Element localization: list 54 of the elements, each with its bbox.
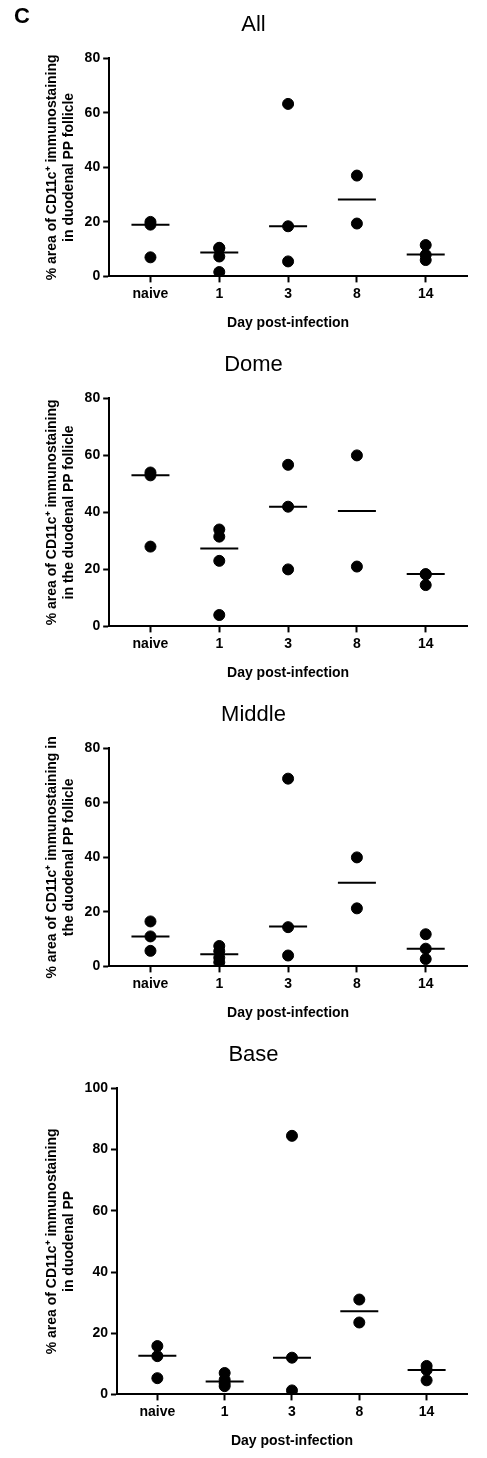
- y-tick-label: 20: [92, 1324, 109, 1341]
- x-tick-label: 3: [284, 974, 293, 991]
- chart-title: Middle: [221, 701, 286, 727]
- text: C: [14, 3, 30, 29]
- y-tick-label: 20: [84, 902, 101, 919]
- y-tick-label: 80: [84, 739, 101, 756]
- y-tick-label: 60: [92, 1201, 109, 1218]
- y-tick-label: 80: [84, 389, 101, 406]
- y-tick-label: 40: [92, 1262, 109, 1279]
- chart-title: Dome: [224, 351, 283, 377]
- y-tick-label: 100: [84, 1079, 109, 1096]
- y-axis-title: % area of CD11c⁺ immunostaining in the duodenal PP follicle: [43, 736, 77, 979]
- x-axis-title: Day post-infection: [227, 1004, 350, 1021]
- x-tick-label: naive: [132, 284, 169, 301]
- x-tick-label: 14: [417, 284, 434, 301]
- x-tick-label: 1: [215, 284, 224, 301]
- chart-title: Base: [228, 1041, 279, 1067]
- y-tick-label: 40: [84, 503, 101, 520]
- y-tick-label: 60: [84, 103, 101, 120]
- x-tick-label: 1: [215, 634, 224, 651]
- x-tick-label: 8: [353, 634, 361, 651]
- y-tick-label: 0: [92, 617, 101, 634]
- y-tick-label: 0: [100, 1385, 109, 1402]
- x-tick-label: 14: [418, 1402, 435, 1419]
- x-tick-label: 1: [220, 1402, 229, 1419]
- x-tick-label: 8: [355, 1402, 364, 1419]
- y-tick-label: 0: [92, 957, 101, 974]
- y-tick-label: 60: [84, 446, 101, 463]
- x-tick-label: 3: [284, 284, 293, 301]
- y-tick-label: 40: [84, 848, 101, 865]
- x-axis-title: Day post-infection: [227, 664, 350, 681]
- y-axis-title: % area of CD11c⁺ immunostaining in the duodenal PP follicle: [43, 399, 77, 626]
- y-tick-label: 0: [92, 267, 101, 284]
- x-tick-label: 8: [353, 974, 361, 991]
- x-tick-label: naive: [132, 634, 169, 651]
- y-tick-label: 20: [84, 212, 101, 229]
- x-tick-label: 14: [417, 634, 434, 651]
- x-tick-label: 14: [417, 974, 434, 991]
- y-axis-title: % area of CD11c⁺ immunostaining in duodenal PP follicle: [43, 54, 77, 281]
- x-tick-label: 3: [284, 634, 293, 651]
- x-axis-title: Day post-infection: [227, 314, 350, 331]
- chart-title: All: [241, 11, 266, 37]
- y-tick-label: 80: [84, 49, 101, 66]
- x-axis-title: Day post-infection: [230, 1432, 354, 1449]
- x-tick-label: 8: [353, 284, 361, 301]
- x-tick-label: 3: [288, 1402, 297, 1419]
- y-tick-label: 80: [92, 1140, 109, 1157]
- y-tick-label: 40: [84, 158, 101, 175]
- x-tick-label: naive: [139, 1402, 176, 1419]
- y-tick-label: 20: [84, 560, 101, 577]
- y-axis-title: % area of CD11c⁺ immunostaining in duodenal PP: [43, 1128, 77, 1355]
- y-tick-label: 60: [84, 793, 101, 810]
- x-tick-label: 1: [215, 974, 224, 991]
- x-tick-label: naive: [132, 974, 169, 991]
